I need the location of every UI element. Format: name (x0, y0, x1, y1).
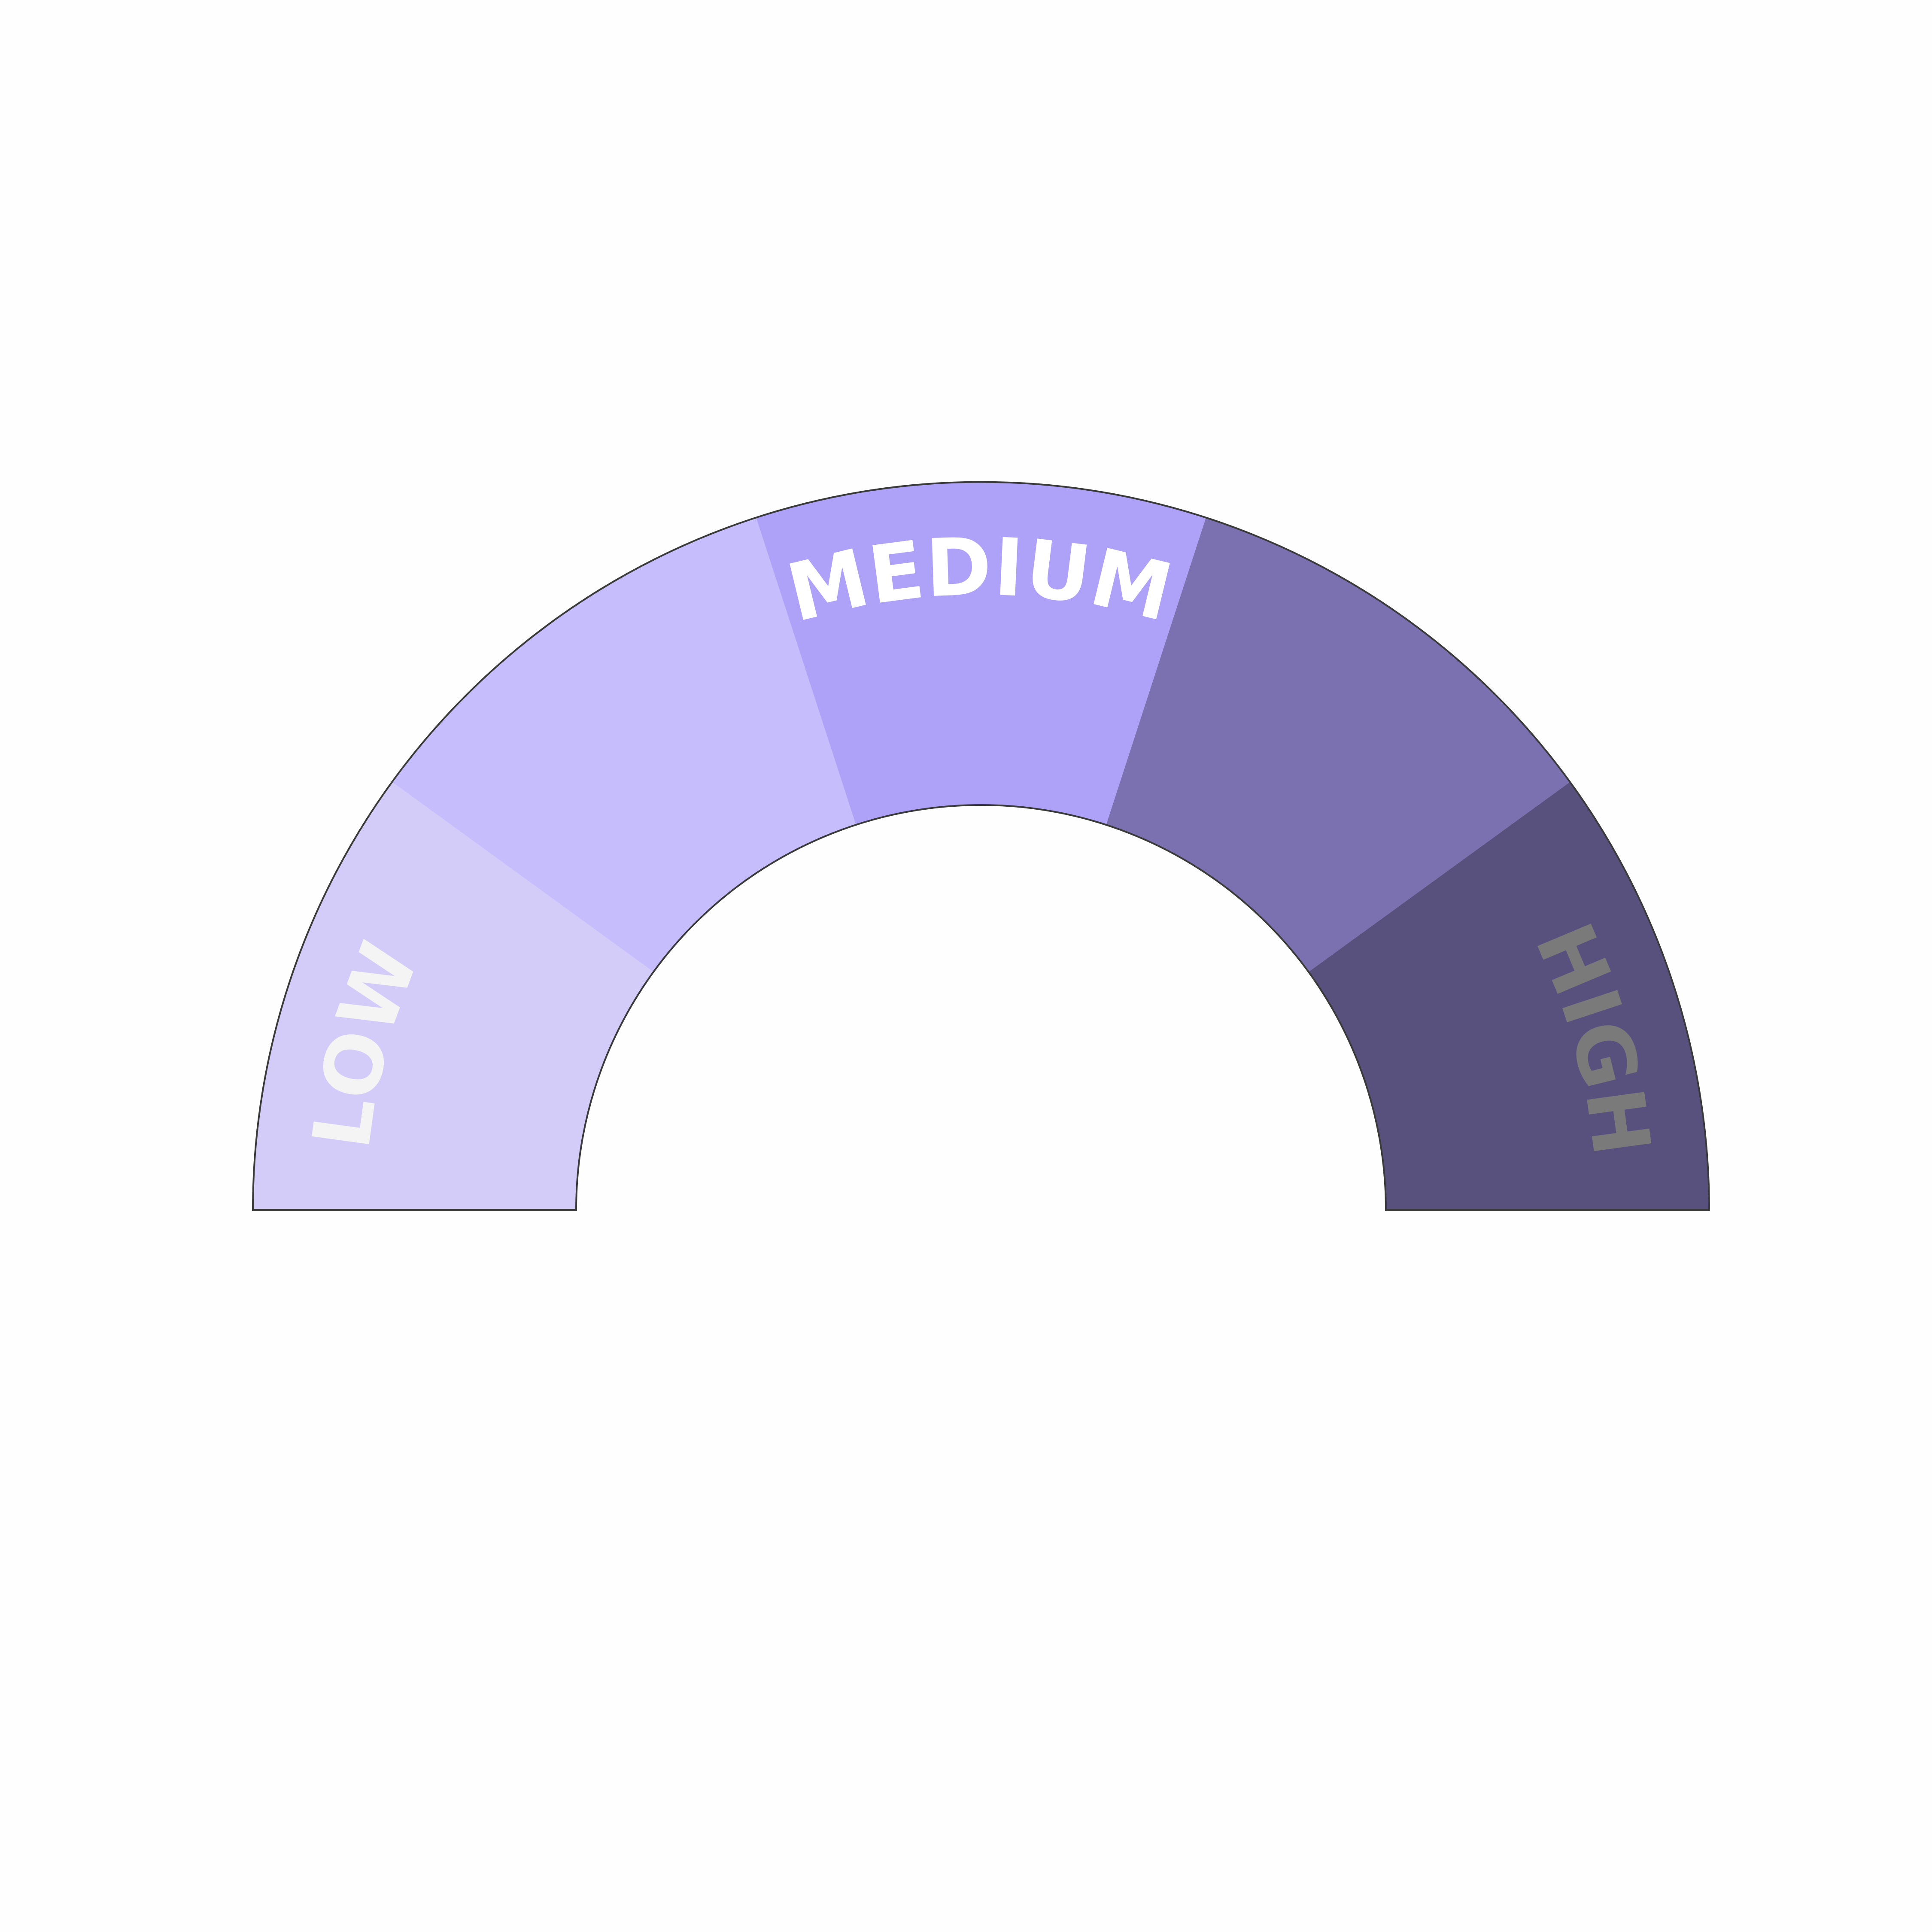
gauge-segment (392, 517, 856, 972)
gauge-segment (1106, 517, 1571, 972)
gauge-segment (1308, 782, 1709, 1210)
gauge-segment (253, 782, 654, 1210)
gauge-outline (252, 481, 1710, 1211)
gauge-segments (253, 482, 1709, 1210)
gauge-segment (756, 482, 1206, 825)
